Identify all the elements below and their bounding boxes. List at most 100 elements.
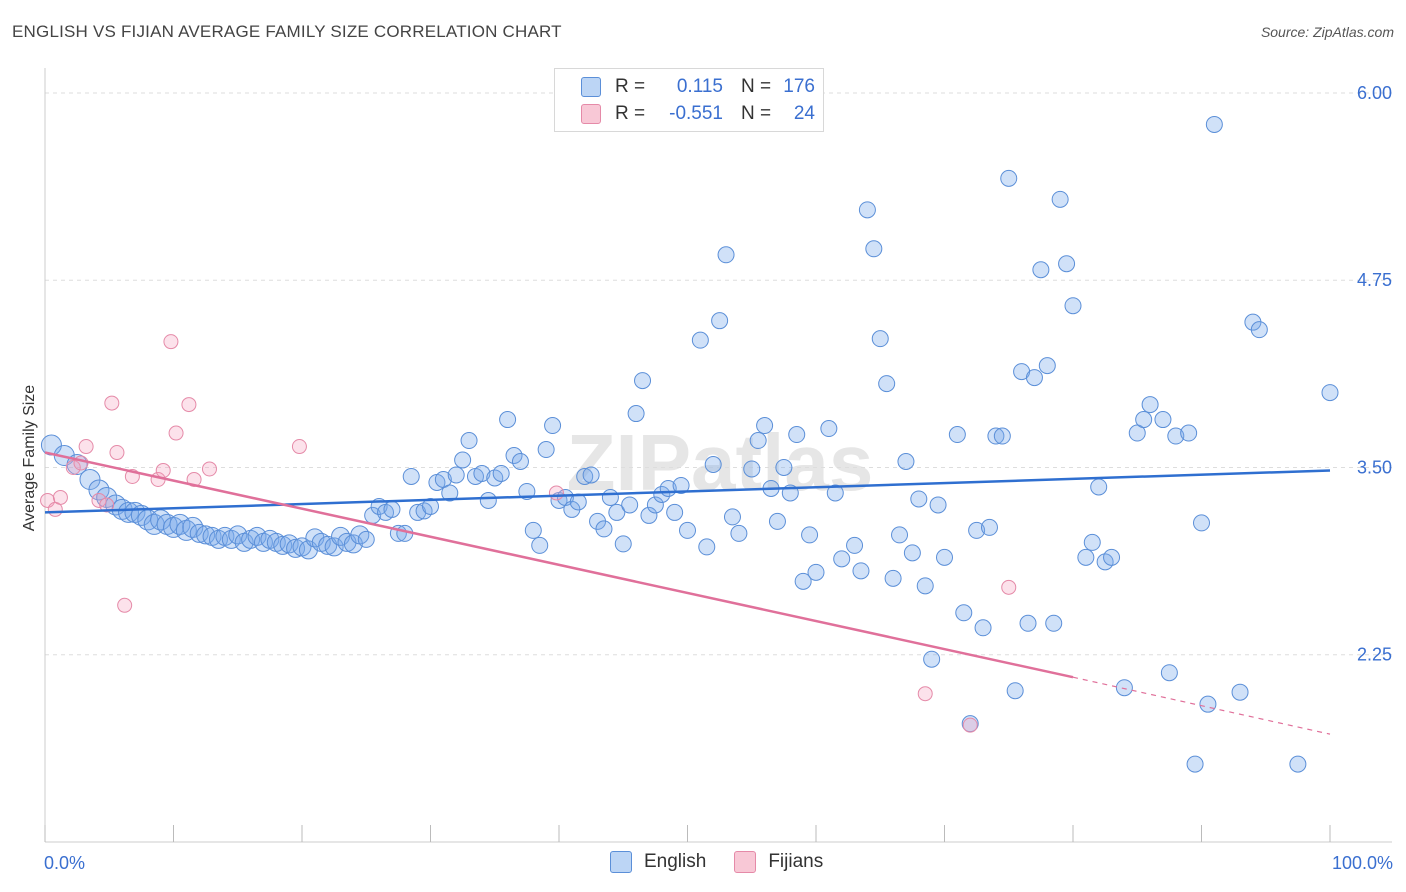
english-point	[756, 417, 774, 435]
english-point	[1186, 755, 1204, 773]
legend-item-english[interactable]: English	[610, 851, 706, 873]
stats-legend: R = 0.115 N = 176 R = -0.551 N = 24	[554, 68, 824, 132]
fijian-point	[91, 492, 107, 508]
english-point	[422, 497, 439, 515]
english-point	[980, 518, 998, 536]
english-point	[544, 417, 562, 435]
r-value: -0.551	[669, 103, 723, 124]
english-point	[608, 503, 626, 521]
english-point	[717, 246, 735, 264]
english-point	[788, 426, 806, 444]
legend-row-fijians: R = -0.551 N = 24	[581, 102, 815, 126]
english-point	[858, 201, 876, 219]
english-point	[679, 521, 696, 539]
english-point	[228, 525, 248, 545]
english-point	[1006, 682, 1024, 700]
english-point	[884, 569, 902, 587]
english-point	[987, 427, 1005, 445]
english-point	[196, 525, 216, 545]
english-point	[357, 530, 375, 548]
english-point	[711, 312, 729, 330]
english-point	[968, 521, 986, 539]
fijian-trend-line	[44, 451, 1074, 679]
english-point	[993, 427, 1011, 445]
fijian-point	[291, 439, 307, 455]
chart-title: ENGLISH VS FIJIAN AVERAGE FAMILY SIZE CO…	[12, 22, 562, 41]
english-point	[749, 432, 767, 450]
english-point	[691, 331, 709, 349]
english-point	[948, 426, 966, 444]
english-point	[1199, 695, 1217, 713]
english-point	[936, 548, 953, 566]
english-point	[621, 496, 639, 514]
y-tick-label: 2.25	[1357, 645, 1392, 665]
english-point	[499, 411, 517, 429]
english-point	[324, 537, 344, 557]
axes	[44, 68, 1392, 843]
english-point	[903, 544, 921, 562]
english-point	[1025, 369, 1043, 387]
y-axis-label: Average Family Size	[21, 385, 38, 532]
english-point	[653, 485, 671, 503]
english-point	[1090, 478, 1108, 496]
english-point	[1250, 321, 1268, 339]
english-point	[974, 619, 992, 637]
english-point	[1167, 427, 1185, 445]
fijian-point	[917, 686, 933, 702]
fijian-points	[40, 334, 1017, 733]
english-point	[768, 512, 786, 530]
english-point	[1058, 255, 1076, 273]
english-point	[666, 503, 684, 521]
fijian-point	[155, 462, 171, 478]
english-point	[511, 452, 529, 470]
english-point	[1231, 683, 1249, 701]
english-point	[537, 441, 555, 459]
english-point	[1321, 384, 1339, 402]
english-point	[878, 375, 896, 393]
english-trend-line	[44, 469, 1331, 514]
english-point	[447, 466, 465, 484]
english-point	[1103, 548, 1121, 566]
english-point	[524, 521, 542, 539]
english-point	[1205, 115, 1223, 133]
r-value: 0.115	[676, 76, 723, 97]
fijian-point	[163, 334, 179, 350]
source-label: Source: ZipAtlas.com	[1260, 24, 1394, 40]
y-tick-label: 6.00	[1357, 83, 1392, 103]
fijian-swatch	[734, 851, 757, 873]
fijian-point	[78, 439, 94, 455]
n-value: 24	[793, 103, 815, 124]
x-tick-label: 0.0%	[44, 853, 85, 873]
fijian-point	[548, 485, 564, 501]
english-point	[582, 466, 600, 484]
fijian-point	[186, 471, 202, 487]
y-tick-label: 3.50	[1357, 457, 1392, 477]
english-point	[794, 572, 812, 590]
gridlines	[45, 92, 1392, 656]
english-point	[1115, 679, 1133, 697]
fijian-point	[962, 717, 978, 733]
english-point	[1051, 190, 1069, 208]
english-point	[473, 464, 491, 482]
tick-labels: 2.25 3.50 4.75 6.00 0.0% 100.0%	[44, 83, 1393, 873]
english-point	[897, 452, 915, 470]
english-point	[910, 490, 928, 508]
english-point	[723, 508, 741, 526]
english-point	[402, 467, 420, 485]
english-point	[929, 496, 947, 514]
english-points	[40, 115, 1339, 773]
english-point	[704, 455, 722, 473]
fijian-point	[117, 597, 133, 613]
english-point	[441, 484, 459, 502]
english-point	[916, 577, 934, 595]
english-point	[1019, 614, 1037, 632]
english-point	[846, 536, 864, 554]
english-point	[454, 451, 472, 469]
legend-item-fijians[interactable]: Fijians	[734, 851, 823, 873]
english-point	[118, 501, 140, 523]
english-point	[1077, 548, 1095, 566]
english-point	[1045, 614, 1063, 632]
english-point	[852, 562, 870, 580]
n-label: N =	[741, 103, 772, 124]
